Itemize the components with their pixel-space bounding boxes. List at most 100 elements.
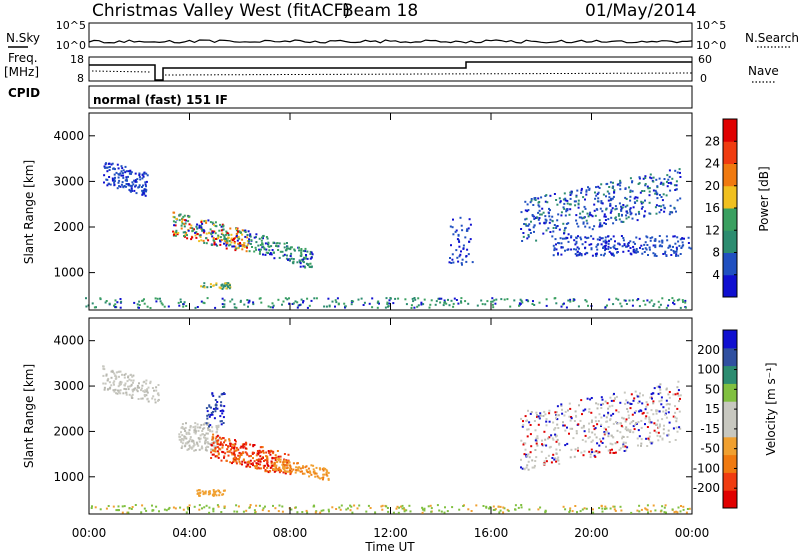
power-echo (292, 258, 295, 260)
velocity-echo (303, 472, 306, 475)
power-echo (666, 239, 669, 242)
power-echo (573, 239, 576, 242)
velocity-echo (309, 472, 312, 474)
velocity-echo (277, 468, 280, 470)
velocity-echo (662, 428, 665, 431)
power-echo (174, 221, 177, 224)
velocity-echo (316, 475, 319, 478)
velocity-echo (302, 465, 304, 468)
velocity-echo (196, 426, 199, 429)
power-echo (607, 245, 610, 248)
velocity-echo (674, 416, 677, 419)
power-echo (262, 235, 265, 237)
power-echo (595, 194, 598, 197)
velocity-echo (626, 446, 629, 449)
velocity-echo (635, 423, 638, 425)
velocity-echo (317, 476, 320, 479)
velocity-echo (249, 443, 252, 446)
velocity-echo (277, 455, 280, 458)
velocity-echo (153, 389, 155, 392)
velocity-echo (322, 476, 325, 479)
power-echo (601, 210, 604, 213)
power-echo (638, 177, 641, 180)
power-echo (217, 234, 220, 237)
power-echo (597, 191, 600, 194)
power-echo (132, 183, 135, 186)
power-echo (302, 301, 304, 304)
velocity-echo (263, 460, 265, 462)
velocity-echo (632, 431, 635, 434)
power-echo (202, 301, 205, 304)
velocity-echo (676, 511, 679, 514)
velocity-echo (178, 433, 181, 436)
power-echo (288, 302, 291, 305)
power-echo (554, 238, 557, 241)
velocity-echo (214, 491, 216, 493)
velocity-echo (232, 460, 235, 463)
power-echo (144, 183, 147, 186)
velocity-echo (545, 420, 548, 423)
power-echo (336, 297, 339, 300)
velocity-echo (288, 468, 291, 471)
velocity-echo (270, 462, 273, 465)
power-echo (658, 177, 661, 180)
velocity-colorbar-tick-label: -15 (700, 422, 720, 436)
velocity-echo (130, 384, 133, 387)
velocity-echo (658, 400, 661, 403)
power-echo (538, 301, 541, 304)
velocity-echo (429, 504, 432, 507)
power-echo (667, 182, 670, 184)
velocity-echo (220, 420, 223, 423)
velocity-echo (276, 450, 279, 452)
power-echo (640, 244, 643, 247)
velocity-echo (295, 469, 298, 472)
velocity-echo (550, 461, 553, 464)
velocity-echo (545, 457, 548, 460)
velocity-echo (627, 429, 630, 432)
power-echo (584, 241, 587, 244)
power-colorbar-swatch (723, 230, 737, 253)
power-echo (581, 243, 584, 246)
velocity-echo (552, 421, 555, 424)
power-echo (125, 170, 128, 173)
power-echo (545, 194, 548, 197)
power-echo (493, 299, 496, 302)
velocity-echo (143, 391, 146, 394)
velocity-echo (612, 422, 615, 425)
velocity-echo (598, 444, 601, 447)
velocity-echo (300, 470, 303, 473)
velocity-colorbar-tick-label: 15 (705, 402, 720, 416)
velocity-echo (656, 419, 659, 422)
velocity-echo (677, 394, 680, 397)
velocity-echo (257, 458, 260, 461)
power-echo (603, 222, 606, 225)
power-echo (522, 235, 525, 238)
power-colorbar-tick-label: 24 (705, 157, 720, 171)
power-echo (526, 210, 529, 213)
power-echo (530, 198, 533, 200)
power-echo (182, 303, 185, 306)
power-echo (453, 297, 456, 300)
power-echo (604, 239, 607, 242)
velocity-echo (105, 374, 108, 377)
power-echo (228, 240, 231, 242)
power-echo (230, 241, 233, 244)
power-echo (299, 254, 302, 257)
velocity-echo (554, 457, 557, 460)
power-echo (202, 231, 205, 234)
power-echo (106, 170, 109, 173)
velocity-echo (503, 507, 506, 510)
power-echo (237, 235, 240, 238)
velocity-echo (305, 465, 308, 468)
velocity-echo (212, 453, 215, 456)
power-echo (563, 232, 565, 235)
power-echo (641, 206, 644, 208)
power-echo (292, 302, 295, 305)
power-echo (452, 218, 454, 221)
power-echo (675, 188, 678, 191)
power-echo (634, 202, 637, 204)
power-echo (279, 250, 282, 253)
power-echo (138, 174, 141, 177)
velocity-echo (119, 380, 122, 383)
power-echo (679, 176, 682, 178)
